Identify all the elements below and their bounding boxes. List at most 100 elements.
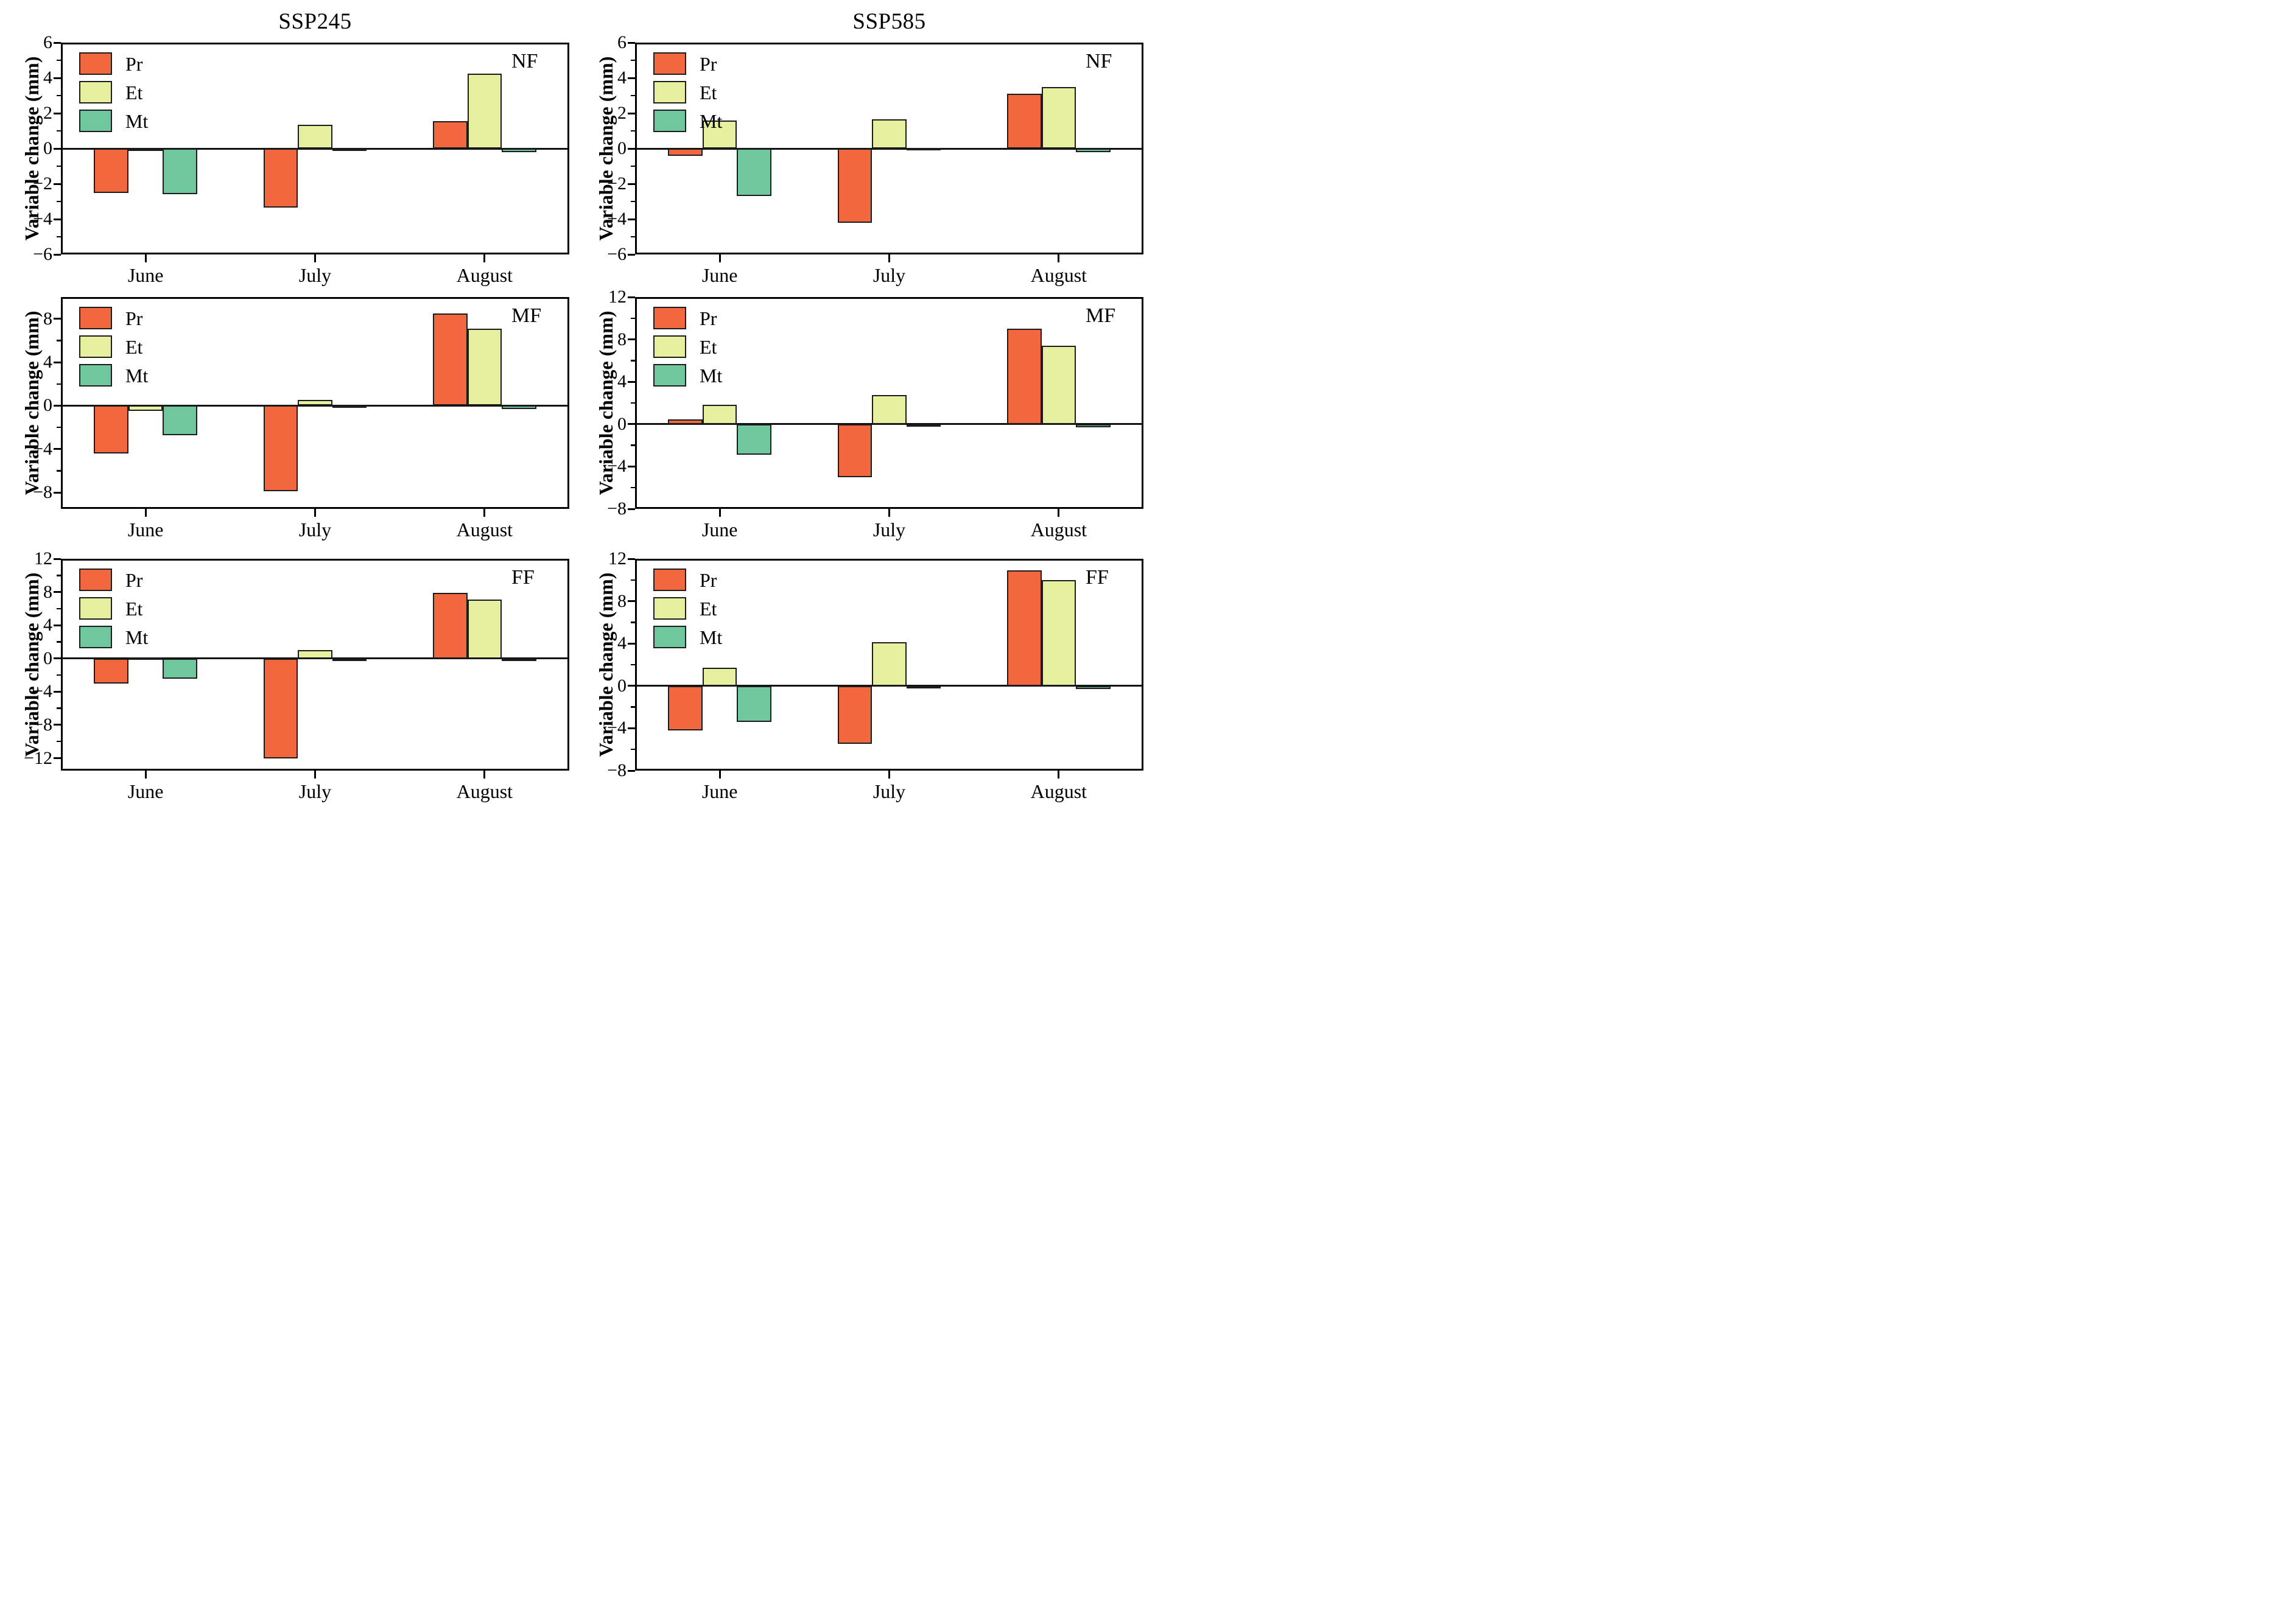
bar-pr-august xyxy=(432,592,468,659)
x-tick-label: July xyxy=(298,519,332,541)
figure-grid: SSP245 Variable change (mm) 6 4 2 0 −2 −4 −6 June… xyxy=(0,0,1148,805)
bar-et-june xyxy=(702,668,737,686)
bar-pr-july xyxy=(263,149,298,208)
panel-ssp245-nf: SSP245 Variable change (mm) 6 4 2 0 −2 −4 −6 June… xyxy=(0,0,574,286)
zero-line xyxy=(62,147,568,150)
y-tick-mark xyxy=(628,380,635,383)
bar-mt-july xyxy=(906,685,941,688)
panel-ssp245-mf: Variable change (mm) 8 4 0 −4 −8 June July Augus… xyxy=(0,281,574,543)
x-tick-mark xyxy=(314,509,316,517)
panel-ssp585-mf: Variable change (mm) 12 8 4 0 −4 −8 June July Aug… xyxy=(574,281,1148,543)
bar-mt-july xyxy=(332,149,367,151)
x-tick-mark xyxy=(1058,509,1060,517)
y-tick-mark xyxy=(628,600,635,603)
y-minor-tick-mark xyxy=(57,340,61,341)
bar-mt-june xyxy=(737,424,772,455)
panel-tag-mf: MF xyxy=(1086,304,1116,327)
x-tick-mark xyxy=(718,509,721,517)
bar-mt-august xyxy=(1076,685,1111,690)
legend-label-et: Et xyxy=(125,598,143,620)
y-minor-tick-mark xyxy=(631,236,635,238)
bar-pr-july xyxy=(263,405,298,492)
y-tick-label: 12 xyxy=(608,548,627,569)
x-tick-label: July xyxy=(298,780,332,802)
bar-mt-june xyxy=(737,685,772,722)
panel-tag-ff: FF xyxy=(1086,566,1109,589)
y-minor-tick-mark xyxy=(57,383,61,385)
bar-pr-june xyxy=(668,419,703,424)
legend-label-et: Et xyxy=(700,336,717,358)
legend-swatch-et xyxy=(653,597,686,620)
x-tick-label: July xyxy=(872,780,906,802)
y-tick-mark xyxy=(54,448,61,450)
y-tick-label: −2 xyxy=(33,173,52,194)
y-minor-tick-mark xyxy=(57,236,61,238)
y-minor-tick-mark xyxy=(631,706,635,708)
y-tick-label: 4 xyxy=(617,633,627,654)
legend-swatch-mt xyxy=(79,626,112,648)
y-tick-label: 8 xyxy=(43,308,52,329)
y-tick-label: 0 xyxy=(43,395,52,416)
x-tick-label: August xyxy=(1030,519,1087,541)
y-tick-label: −4 xyxy=(607,456,627,477)
bar-mt-august xyxy=(1076,424,1111,428)
y-tick-label: 8 xyxy=(43,581,52,602)
x-tick-label: August xyxy=(1030,264,1087,286)
x-tick-mark xyxy=(888,509,890,517)
bar-pr-august xyxy=(1006,570,1042,686)
zero-line xyxy=(636,685,1142,687)
y-tick-label: 12 xyxy=(34,548,52,569)
y-tick-label: −8 xyxy=(33,714,52,735)
bar-et-july xyxy=(872,119,907,149)
bar-pr-july xyxy=(837,424,872,477)
bar-et-july xyxy=(298,650,332,659)
y-tick-label: 6 xyxy=(617,32,627,52)
x-tick-label: June xyxy=(701,780,738,802)
y-minor-tick-mark xyxy=(631,444,635,446)
legend-label-et: Et xyxy=(125,82,143,103)
bar-et-august xyxy=(1041,86,1076,149)
y-tick-mark xyxy=(54,112,61,114)
panel-tag-nf: NF xyxy=(1086,50,1112,72)
y-tick-label: 8 xyxy=(617,590,627,611)
y-tick-mark xyxy=(54,404,61,407)
legend-label-mt: Mt xyxy=(700,110,723,132)
y-tick-label: 2 xyxy=(617,103,627,123)
bar-mt-july xyxy=(332,658,367,661)
legend-label-et: Et xyxy=(700,82,717,103)
legend-label-mt: Mt xyxy=(700,365,723,387)
y-tick-mark xyxy=(628,77,635,79)
y-minor-tick-mark xyxy=(631,165,635,167)
y-minor-tick-mark xyxy=(631,59,635,61)
legend-swatch-mt xyxy=(653,626,686,648)
legend-label-mt: Mt xyxy=(700,626,723,648)
y-tick-mark xyxy=(628,642,635,645)
x-tick-mark xyxy=(314,254,316,262)
y-tick-mark xyxy=(54,558,61,560)
x-tick-label: July xyxy=(872,519,906,541)
bar-et-june xyxy=(128,149,163,152)
y-tick-mark xyxy=(628,218,635,220)
y-minor-tick-mark xyxy=(57,575,61,576)
y-tick-label: −4 xyxy=(33,681,52,702)
y-tick-mark xyxy=(54,690,61,693)
y-tick-mark xyxy=(628,769,635,772)
legend-swatch-mt xyxy=(79,364,112,387)
y-tick-label: 2 xyxy=(43,103,52,123)
bar-pr-august xyxy=(432,313,468,406)
legend-swatch-pr xyxy=(653,569,686,591)
x-tick-label: June xyxy=(127,780,164,802)
x-tick-mark xyxy=(1058,771,1060,779)
y-minor-tick-mark xyxy=(57,200,61,203)
bar-pr-july xyxy=(837,149,872,223)
bar-et-august xyxy=(467,73,502,149)
y-tick-label: 4 xyxy=(617,68,627,88)
legend-label-mt: Mt xyxy=(125,626,149,648)
bar-et-june xyxy=(128,657,163,660)
y-tick-mark xyxy=(54,253,61,256)
bar-et-august xyxy=(1041,579,1076,686)
zero-line xyxy=(636,147,1142,150)
x-tick-label: June xyxy=(701,264,738,286)
y-tick-label: 4 xyxy=(43,352,52,373)
y-tick-label: −8 xyxy=(33,482,52,503)
